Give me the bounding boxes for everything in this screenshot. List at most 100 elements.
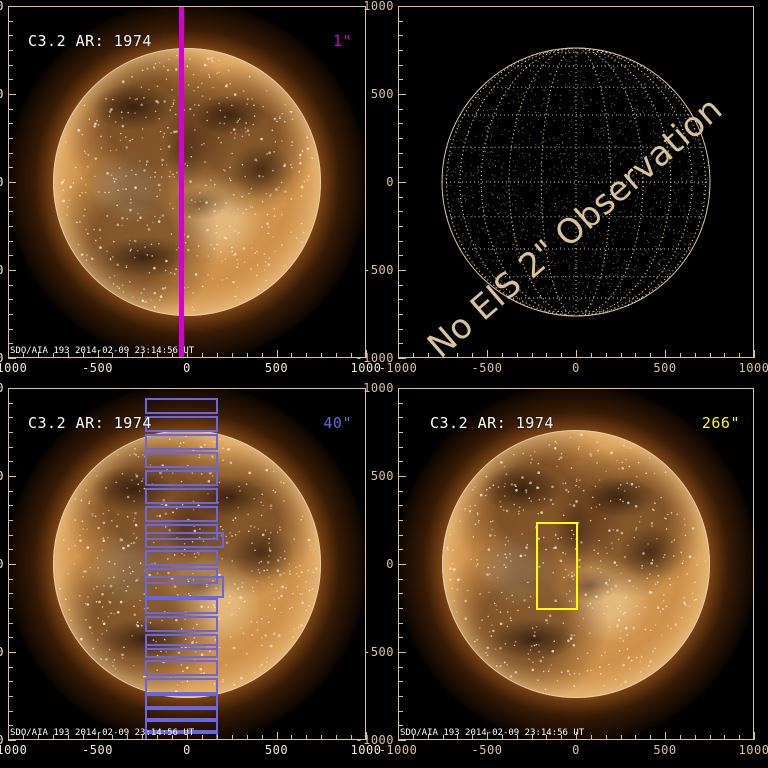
x-tick [321,735,323,740]
y-tick [8,6,16,7]
raster-box[interactable] [145,718,218,734]
raster-box[interactable] [145,576,224,598]
raster-box[interactable] [145,452,218,468]
y-tick [398,328,403,330]
raster-box[interactable] [145,706,218,722]
x-tick [37,735,39,740]
y-tick [8,593,13,595]
x-tick [620,735,622,740]
x-tick-label: -500 [471,361,503,375]
raster-box[interactable] [145,694,218,710]
x-tick [412,735,414,740]
x-tick [351,353,353,358]
slit-label-bottom-left: 40" [323,414,352,432]
panel-bottom-right[interactable]: C3.2 AR: 1974 266" SDO/AIA 193 2014-02-0… [398,388,754,740]
y-tick [398,152,403,154]
x-tick [516,735,518,740]
x-tick [605,735,607,740]
x-tick [605,353,607,358]
raster-box[interactable] [145,678,218,694]
x-tick [679,353,681,358]
y-tick-label: 0 [0,557,4,571]
x-tick-label: 500 [264,743,289,757]
x-tick-label: -1000 [378,743,418,757]
y-tick [398,710,403,712]
x-tick [127,735,129,740]
y-tick [398,622,403,624]
axes-frame-top-left [8,6,366,358]
y-tick [398,578,403,580]
x-tick [172,735,174,740]
raster-box[interactable] [145,470,218,486]
panel-top-right[interactable]: No EIS 2" Observation [398,6,754,358]
y-tick [398,94,406,95]
raster-box[interactable] [145,398,218,414]
raster-box[interactable] [145,616,218,632]
y-tick [8,652,16,653]
y-tick-label: 1000 [363,0,394,13]
y-tick [8,328,13,330]
x-tick [112,735,114,740]
x-tick [754,732,755,740]
x-tick [187,350,188,358]
y-tick [398,196,403,198]
y-tick [398,666,403,668]
y-tick [398,108,403,110]
y-tick [398,79,403,81]
y-tick [8,666,13,668]
x-tick [366,350,367,358]
raster-box[interactable] [145,550,218,566]
y-tick [8,725,13,727]
x-tick [157,353,159,358]
x-tick [442,735,444,740]
y-tick [398,461,403,463]
x-tick [336,353,338,358]
x-tick [472,353,474,358]
x-tick [412,353,414,358]
axes-frame-bottom-left [8,388,366,740]
heliographic-grid [441,47,711,317]
axes-frame-top-right [398,6,754,358]
x-tick [442,353,444,358]
x-tick [22,353,24,358]
x-tick [427,735,429,740]
y-tick [398,476,406,477]
raster-box[interactable] [145,634,218,650]
raster-box[interactable] [145,416,218,432]
raster-box[interactable] [145,506,218,522]
panel-title-top-left: C3.2 AR: 1974 [28,32,152,50]
x-tick-label: 500 [653,743,677,757]
raster-box[interactable] [145,434,218,450]
panel-top-left[interactable]: C3.2 AR: 1974 1" SDO/AIA 193 2014-02-09 … [8,6,366,358]
y-tick [8,549,13,551]
raster-box[interactable] [145,598,218,614]
x-tick [561,353,563,358]
x-tick [231,735,233,740]
raster-box[interactable] [145,532,224,548]
y-tick [8,520,13,521]
x-tick [321,353,323,358]
x-tick [231,353,233,358]
x-tick [172,353,174,358]
x-tick [398,732,399,740]
y-tick [8,608,13,609]
slit-line-1arcsec[interactable] [179,6,184,358]
raster-box[interactable] [145,660,218,676]
fov-box-266arcsec[interactable] [536,522,578,610]
x-tick [635,735,637,740]
x-tick [590,735,592,740]
x-tick [650,353,652,358]
y-tick [398,270,406,271]
x-tick [201,735,203,740]
raster-box[interactable] [145,644,218,658]
x-tick [694,735,696,740]
x-tick [576,350,577,358]
panel-bottom-left[interactable]: C3.2 AR: 1974 40" SDO/AIA 193 2014-02-09… [8,388,366,740]
y-tick-label: -500 [0,645,4,659]
raster-box[interactable] [145,488,218,504]
x-tick [724,353,726,358]
x-tick [679,735,681,740]
y-tick [8,35,13,37]
y-tick [398,343,403,345]
